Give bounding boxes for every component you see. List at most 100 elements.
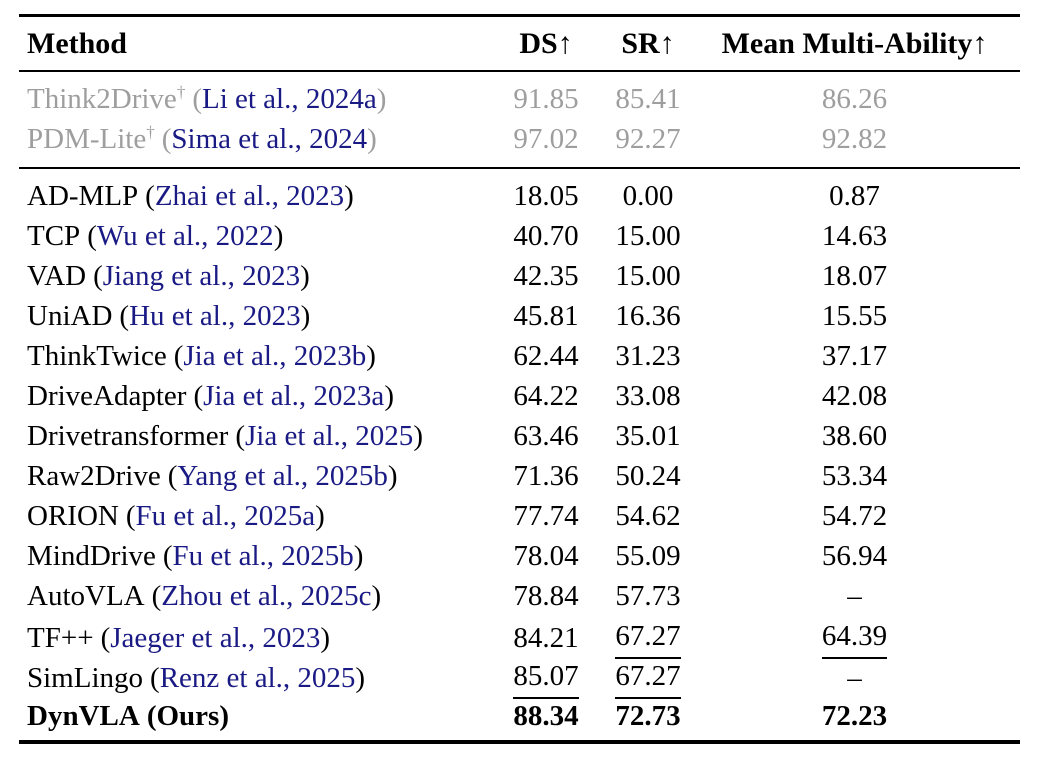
mean-multi-ability-cell: 38.60 bbox=[689, 416, 1020, 456]
citation-paren-open: ( bbox=[125, 500, 136, 532]
citation-link[interactable]: Zhai et al., 2023 bbox=[154, 180, 345, 212]
mean-multi-ability-value: 64.39 bbox=[821, 616, 888, 659]
citation-link[interactable]: Fu et al., 2025a bbox=[135, 500, 316, 532]
mean-multi-ability-value: 86.26 bbox=[821, 83, 888, 115]
citation-paren-close: ) bbox=[384, 380, 394, 412]
method-cell: DriveAdapter (Jia et al., 2023a) bbox=[19, 376, 505, 416]
dagger-icon: † bbox=[176, 82, 186, 102]
ds-cell: 91.85 bbox=[505, 79, 587, 119]
method-cell: AD-MLP (Zhai et al., 2023) bbox=[19, 176, 505, 216]
ds-cell: 40.70 bbox=[505, 216, 587, 256]
mean-multi-ability-value: 38.60 bbox=[821, 420, 888, 452]
citation-link[interactable]: Wu et al., 2022 bbox=[96, 220, 274, 252]
citation-link[interactable]: Renz et al., 2025 bbox=[159, 661, 356, 694]
method-name: Drivetransformer bbox=[27, 420, 229, 452]
citation-link[interactable]: Jiang et al., 2023 bbox=[102, 260, 301, 292]
sr-cell: 15.00 bbox=[607, 256, 689, 296]
citation-paren-close: ) bbox=[366, 340, 376, 372]
citation-link[interactable]: Jia et al., 2023a bbox=[203, 380, 385, 412]
mean-multi-ability-cell: – bbox=[689, 658, 1020, 698]
mean-multi-ability-value: 14.63 bbox=[821, 220, 888, 252]
sr-cell: 33.08 bbox=[607, 376, 689, 416]
ds-cell: 88.34 bbox=[505, 696, 587, 736]
sr-cell: 55.09 bbox=[607, 536, 689, 576]
bottom-rule bbox=[19, 740, 1020, 744]
method-name: PDM-Lite bbox=[27, 123, 147, 155]
citation-paren-close: ) bbox=[367, 123, 377, 155]
sr-value: 54.62 bbox=[615, 500, 681, 532]
table-row: MindDrive (Fu et al., 2025b) 78.04 55.09 … bbox=[19, 536, 1020, 576]
citation-link[interactable]: Jia et al., 2023b bbox=[183, 340, 367, 372]
sr-cell: 16.36 bbox=[607, 296, 689, 336]
ds-value: 91.85 bbox=[513, 83, 579, 115]
citation-paren-open: ( bbox=[151, 580, 162, 612]
mean-multi-ability-value: 37.17 bbox=[821, 340, 888, 372]
ds-value: 40.70 bbox=[513, 220, 579, 252]
sr-cell: 72.73 bbox=[607, 696, 689, 736]
method-name: TF++ bbox=[27, 621, 94, 654]
table-row: TF++ (Jaeger et al., 2023) 84.21 67.27 64… bbox=[19, 616, 1020, 659]
table-row: VAD (Jiang et al., 2023) 42.35 15.00 18.0… bbox=[19, 256, 1020, 296]
citation-paren-close: ) bbox=[371, 580, 382, 612]
ds-cell: 84.21 bbox=[505, 618, 587, 658]
ds-cell: 71.36 bbox=[505, 456, 587, 496]
citation-link[interactable]: Jaeger et al., 2023 bbox=[110, 621, 321, 654]
citation-link[interactable]: Jia et al., 2025 bbox=[244, 420, 414, 452]
sr-value: 0.00 bbox=[622, 180, 674, 212]
method-cell: PDM-Lite† (Sima et al., 2024) bbox=[19, 119, 505, 159]
method-cell: AutoVLA (Zhou et al., 2025c) bbox=[19, 576, 505, 616]
citation-paren-close: ) bbox=[344, 180, 354, 212]
table-row: ORION (Fu et al., 2025a) 77.74 54.62 54.7… bbox=[19, 496, 1020, 536]
sr-value: 57.73 bbox=[615, 580, 681, 612]
mean-multi-ability-value: 72.23 bbox=[821, 700, 888, 732]
mean-multi-ability-value: 0.87 bbox=[829, 180, 880, 212]
citation-paren-close: ) bbox=[273, 220, 284, 252]
citation-link[interactable]: Li et al., 2024a bbox=[201, 83, 377, 115]
method-name: MindDrive bbox=[27, 540, 156, 572]
method-cell: Raw2Drive (Yang et al., 2025b) bbox=[19, 456, 505, 496]
ds-value: 64.22 bbox=[513, 380, 579, 412]
citation-link[interactable]: Hu et al., 2023 bbox=[129, 300, 301, 332]
table-header-row: Method DS↑ SR↑ Mean Multi-Ability↑ bbox=[19, 17, 1020, 70]
citation-link[interactable]: Yang et al., 2025b bbox=[177, 460, 388, 492]
citation-paren-open: ( bbox=[161, 123, 172, 155]
methods-section: AD-MLP (Zhai et al., 2023) 18.05 0.00 0.8… bbox=[19, 169, 1020, 740]
column-header-mean-multi-ability: Mean Multi-Ability↑ bbox=[721, 27, 988, 60]
citation-paren-open: ( bbox=[145, 180, 155, 212]
mean-multi-ability-cell: 92.82 bbox=[689, 119, 1020, 159]
citation-link[interactable]: Sima et al., 2024 bbox=[171, 123, 368, 155]
ds-value: 77.74 bbox=[513, 500, 579, 532]
mean-multi-ability-cell: 42.08 bbox=[689, 376, 1020, 416]
sr-value: 72.73 bbox=[615, 700, 681, 732]
ds-value: 42.35 bbox=[513, 260, 579, 292]
citation-paren-open: ( bbox=[173, 340, 184, 372]
ds-value: 88.34 bbox=[513, 700, 579, 732]
ds-cell: 45.81 bbox=[505, 296, 587, 336]
method-cell: VAD (Jiang et al., 2023) bbox=[19, 256, 505, 296]
citation-paren-close: ) bbox=[300, 300, 311, 332]
citation-link[interactable]: Fu et al., 2025b bbox=[172, 540, 354, 572]
table-row: UniAD (Hu et al., 2023) 45.81 16.36 15.55 bbox=[19, 296, 1020, 336]
citation-paren-close: ) bbox=[320, 621, 331, 654]
method-cell: MindDrive (Fu et al., 2025b) bbox=[19, 536, 505, 576]
sr-value: 16.36 bbox=[615, 300, 681, 332]
table-row: Drivetransformer (Jia et al., 2025) 63.46… bbox=[19, 416, 1020, 456]
mean-multi-ability-cell: – bbox=[689, 576, 1020, 616]
sr-value: 35.01 bbox=[615, 420, 681, 452]
ds-cell: 85.07 bbox=[505, 656, 587, 699]
citation-paren-open: ( bbox=[192, 83, 202, 115]
sr-cell: 92.27 bbox=[607, 119, 689, 159]
sr-cell: 50.24 bbox=[607, 456, 689, 496]
sr-value: 50.24 bbox=[615, 460, 681, 492]
table-row: DynVLA (Ours) 88.34 72.73 72.23 bbox=[19, 696, 1020, 736]
citation-paren-open: ( bbox=[119, 300, 130, 332]
dagger-icon: † bbox=[146, 122, 155, 142]
citation-link[interactable]: Zhou et al., 2025c bbox=[161, 580, 372, 612]
method-name: ThinkTwice bbox=[27, 340, 167, 372]
method-name: ORION bbox=[27, 500, 119, 532]
method-cell: TF++ (Jaeger et al., 2023) bbox=[19, 618, 505, 658]
citation-paren-close: ) bbox=[376, 83, 387, 115]
mean-multi-ability-cell: 56.94 bbox=[689, 536, 1020, 576]
ds-value: 18.05 bbox=[513, 180, 579, 212]
mean-multi-ability-cell: 15.55 bbox=[689, 296, 1020, 336]
